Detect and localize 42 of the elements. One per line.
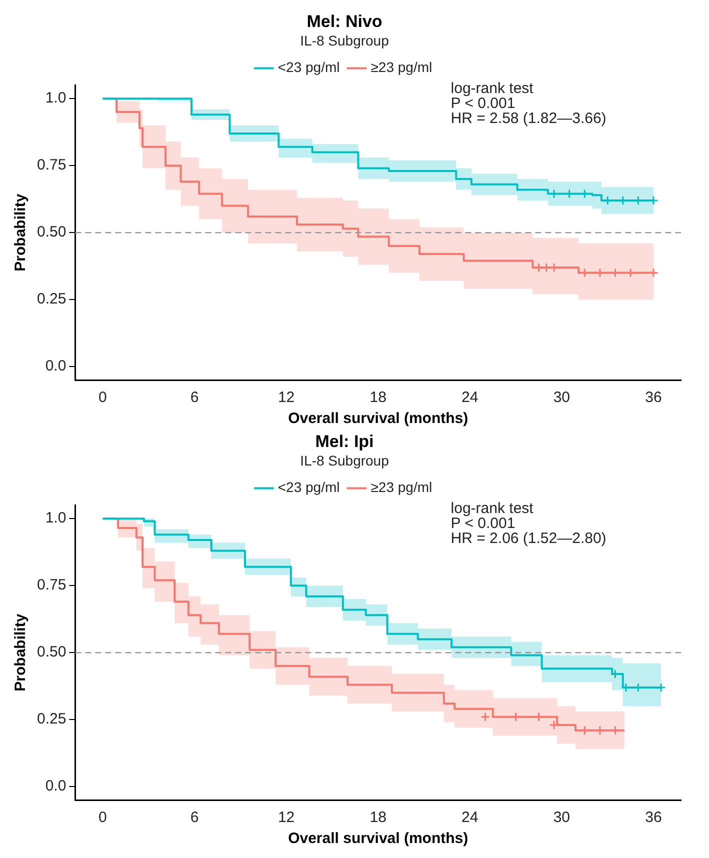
annotation: log-rank test bbox=[450, 80, 534, 97]
x-tick-label: 6 bbox=[190, 809, 199, 826]
x-tick-label: 0 bbox=[98, 809, 107, 826]
annotation: P < 0.001 bbox=[450, 94, 516, 112]
legend-label: ≥23 pg/ml bbox=[370, 479, 432, 496]
legend-label: <23 pg/ml bbox=[278, 479, 340, 496]
x-tick-label: 12 bbox=[278, 809, 295, 826]
x-tick-label: 6 bbox=[190, 389, 199, 406]
y-tick-label: 0.75 bbox=[36, 576, 66, 594]
chart-title: Mel: Ipi bbox=[315, 432, 374, 451]
y-tick-label: 1.0 bbox=[45, 90, 66, 107]
y-tick-label: 0.50 bbox=[36, 644, 66, 661]
x-tick-label: 36 bbox=[645, 809, 662, 826]
annotation: HR = 2.58 (1.82—3.66) bbox=[450, 110, 606, 127]
annotation: log-rank test bbox=[450, 500, 534, 517]
legend-label: ≥23 pg/ml bbox=[370, 59, 432, 76]
x-tick-label: 0 bbox=[98, 389, 107, 406]
y-tick-label: 0.75 bbox=[36, 156, 66, 174]
x-tick-label: 30 bbox=[553, 809, 570, 826]
legend-title: IL-8 Subgroup bbox=[300, 452, 390, 468]
x-tick-label: 30 bbox=[553, 389, 570, 406]
x-tick-label: 18 bbox=[370, 809, 386, 826]
x-axis-title: Overall survival (months) bbox=[288, 410, 468, 428]
x-tick-label: 24 bbox=[462, 809, 478, 826]
x-tick-label: 24 bbox=[462, 389, 478, 406]
annotation: P < 0.001 bbox=[450, 514, 516, 532]
legend-label: <23 pg/ml bbox=[278, 59, 340, 76]
y-tick-label: 0.0 bbox=[45, 778, 66, 795]
y-axis-title: Probability bbox=[12, 613, 30, 692]
legend-title: IL-8 Subgroup bbox=[300, 32, 390, 48]
y-tick-label: 0.0 bbox=[45, 358, 66, 375]
y-tick-label: 0.50 bbox=[36, 224, 66, 241]
chart-title: Mel: Nivo bbox=[306, 12, 382, 31]
x-tick-label: 12 bbox=[278, 389, 295, 406]
x-axis-title: Overall survival (months) bbox=[288, 830, 468, 848]
x-tick-label: 36 bbox=[645, 389, 662, 406]
x-tick-label: 18 bbox=[370, 389, 386, 406]
y-axis-title: Probability bbox=[12, 193, 30, 272]
annotation: HR = 2.06 (1.52—2.80) bbox=[450, 530, 606, 547]
y-tick-label: 0.25 bbox=[36, 290, 66, 308]
y-tick-label: 1.0 bbox=[45, 510, 66, 527]
y-tick-label: 0.25 bbox=[36, 710, 66, 728]
